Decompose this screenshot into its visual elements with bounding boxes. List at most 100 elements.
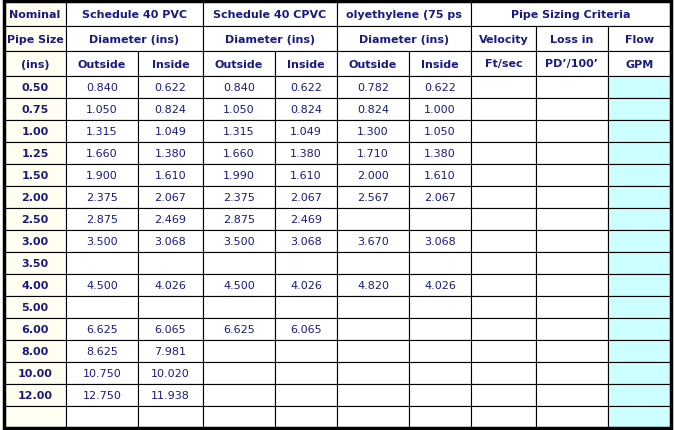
Bar	[138, 52, 203, 77]
Bar	[66, 340, 138, 362]
Bar	[337, 187, 409, 209]
Text: 2.000: 2.000	[357, 171, 389, 181]
Bar	[337, 274, 409, 296]
Text: 6.625: 6.625	[86, 324, 118, 334]
Bar	[275, 296, 337, 318]
Bar	[608, 274, 671, 296]
Bar	[203, 27, 337, 52]
Bar	[471, 274, 536, 296]
Bar	[409, 77, 471, 99]
Bar	[471, 384, 536, 406]
Text: 11.938: 11.938	[151, 390, 190, 400]
Text: 5.00: 5.00	[22, 302, 49, 312]
Bar	[138, 406, 203, 428]
Bar	[536, 77, 608, 99]
Text: 1.660: 1.660	[223, 149, 255, 159]
Bar	[608, 252, 671, 274]
Bar	[471, 143, 536, 165]
Text: 6.00: 6.00	[22, 324, 49, 334]
Bar	[337, 52, 409, 77]
Bar	[337, 27, 471, 52]
Text: 0.622: 0.622	[424, 83, 456, 93]
Bar	[536, 406, 608, 428]
Text: 2.067: 2.067	[424, 193, 456, 203]
Bar	[203, 296, 275, 318]
Text: 0.824: 0.824	[357, 105, 389, 115]
Bar	[275, 77, 337, 99]
Text: 4.00: 4.00	[22, 280, 49, 290]
Text: 1.050: 1.050	[223, 105, 255, 115]
Text: 1.900: 1.900	[86, 171, 118, 181]
Text: 3.50: 3.50	[22, 258, 49, 268]
Bar	[536, 296, 608, 318]
Bar	[66, 2, 203, 27]
Bar	[4, 209, 66, 230]
Bar	[608, 340, 671, 362]
Bar	[4, 77, 66, 99]
Text: 1.050: 1.050	[424, 127, 456, 137]
Text: (ins): (ins)	[21, 59, 49, 69]
Bar	[536, 230, 608, 252]
Bar	[471, 165, 536, 187]
Bar	[203, 209, 275, 230]
Bar	[409, 362, 471, 384]
Bar	[536, 99, 608, 121]
Bar	[66, 252, 138, 274]
Bar	[337, 384, 409, 406]
Text: 1.00: 1.00	[22, 127, 49, 137]
Bar	[138, 318, 203, 340]
Bar	[203, 406, 275, 428]
Bar	[471, 77, 536, 99]
Text: 2.067: 2.067	[155, 193, 186, 203]
Bar	[536, 252, 608, 274]
Bar	[275, 252, 337, 274]
Bar	[275, 187, 337, 209]
Text: Inside: Inside	[287, 59, 325, 69]
Text: GPM: GPM	[625, 59, 653, 69]
Text: Schedule 40 CPVC: Schedule 40 CPVC	[213, 9, 327, 19]
Bar	[471, 252, 536, 274]
Bar	[4, 187, 66, 209]
Text: Pipe Sizing Criteria: Pipe Sizing Criteria	[511, 9, 630, 19]
Text: 0.824: 0.824	[290, 105, 322, 115]
Text: 1.610: 1.610	[424, 171, 456, 181]
Bar	[337, 2, 471, 27]
Text: Outside: Outside	[215, 59, 263, 69]
Bar	[203, 362, 275, 384]
Bar	[608, 187, 671, 209]
Bar	[66, 362, 138, 384]
Text: Outside: Outside	[78, 59, 126, 69]
Bar	[337, 362, 409, 384]
Bar	[138, 340, 203, 362]
Bar	[138, 296, 203, 318]
Text: 1.380: 1.380	[424, 149, 456, 159]
Text: 2.469: 2.469	[290, 215, 322, 224]
Bar	[4, 318, 66, 340]
Text: 1.380: 1.380	[155, 149, 186, 159]
Bar	[471, 2, 671, 27]
Bar	[409, 296, 471, 318]
Bar	[608, 318, 671, 340]
Text: 1.300: 1.300	[357, 127, 389, 137]
Bar	[138, 384, 203, 406]
Bar	[608, 77, 671, 99]
Bar	[471, 340, 536, 362]
Text: 1.315: 1.315	[86, 127, 118, 137]
Bar	[4, 362, 66, 384]
Text: 0.840: 0.840	[86, 83, 118, 93]
Text: Inside: Inside	[421, 59, 459, 69]
Bar	[409, 52, 471, 77]
Text: 0.622: 0.622	[290, 83, 322, 93]
Bar	[337, 230, 409, 252]
Bar	[337, 296, 409, 318]
Bar	[203, 77, 275, 99]
Bar	[608, 143, 671, 165]
Bar	[409, 121, 471, 143]
Bar	[275, 165, 337, 187]
Bar	[536, 340, 608, 362]
Bar	[337, 209, 409, 230]
Bar	[471, 318, 536, 340]
Text: 0.840: 0.840	[223, 83, 255, 93]
Bar	[409, 274, 471, 296]
Bar	[4, 252, 66, 274]
